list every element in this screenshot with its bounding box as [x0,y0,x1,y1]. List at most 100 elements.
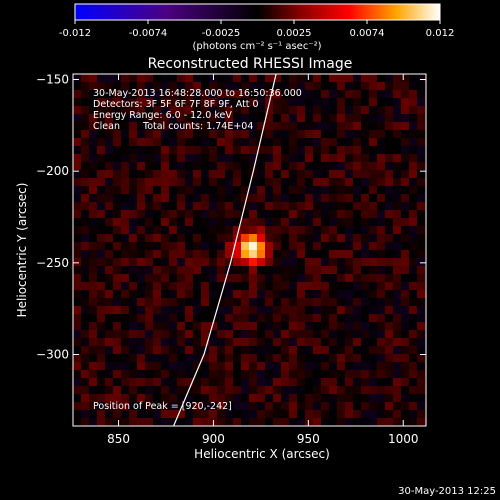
heatmap-cell [201,154,209,162]
heatmap-cell [145,378,153,386]
heatmap-cell [89,194,97,202]
heatmap-cell [385,298,393,306]
heatmap-cell [209,346,217,354]
heatmap-cell [257,354,265,362]
heatmap-cell [73,170,81,178]
heatmap-cell [169,322,177,330]
heatmap-cell [329,298,337,306]
heatmap-cell [401,298,409,306]
heatmap-cell [337,154,345,162]
heatmap-cell [97,106,105,114]
heatmap-cell [161,138,169,146]
heatmap-cell [241,378,249,386]
heatmap-cell [249,138,257,146]
heatmap-cell [329,314,337,322]
heatmap-cell [273,258,281,266]
heatmap-cell [97,218,105,226]
heatmap-cell [177,242,185,250]
heatmap-cell [281,218,289,226]
heatmap-cell [393,218,401,226]
heatmap-cell [233,146,241,154]
heatmap-cell [265,194,273,202]
heatmap-cell [113,298,121,306]
heatmap-cell [161,322,169,330]
heatmap-cell [225,90,233,98]
heatmap-cell [409,410,417,418]
heatmap-cell [217,146,225,154]
heatmap-cell [273,354,281,362]
heatmap-cell [217,394,225,402]
heatmap-cell [113,258,121,266]
heatmap-cell [145,410,153,418]
heatmap-cell [241,90,249,98]
heatmap-cell [105,122,113,130]
heatmap-cell [361,298,369,306]
heatmap-cell [313,290,321,298]
heatmap-cell [401,82,409,90]
heatmap-cell [265,162,273,170]
heatmap-cell [113,330,121,338]
heatmap-cell [361,322,369,330]
heatmap-cell [153,170,161,178]
heatmap-cell [345,234,353,242]
heatmap-cell [137,226,145,234]
heatmap-cell [185,122,193,130]
heatmap-cell [257,290,265,298]
heatmap-cell [153,106,161,114]
heatmap-cell [201,234,209,242]
heatmap-cell [169,410,177,418]
heatmap-cell [409,322,417,330]
heatmap-cell [161,306,169,314]
colorbar-tick-label: 0.0025 [277,28,312,39]
heatmap-cell [129,394,137,402]
heatmap-cell [361,242,369,250]
heatmap-cell [137,82,145,90]
heatmap-cell [289,226,297,234]
heatmap-cell [81,362,89,370]
heatmap-cell [417,130,425,138]
heatmap-cell [73,146,81,154]
heatmap-cell [393,370,401,378]
heatmap-cell [161,146,169,154]
heatmap-cell [81,282,89,290]
heatmap-cell [313,330,321,338]
heatmap-cell [129,162,137,170]
heatmap-cell [105,186,113,194]
heatmap-cell [321,74,329,82]
heatmap-cell [257,106,265,114]
heatmap-cell [329,178,337,186]
heatmap-cell [361,274,369,282]
heatmap-cell [329,170,337,178]
heatmap-cell [201,170,209,178]
heatmap-cell [153,250,161,258]
heatmap-cell [137,378,145,386]
heatmap-cell [401,378,409,386]
heatmap-cell [169,258,177,266]
heatmap-cell [305,378,313,386]
heatmap-cell [161,186,169,194]
heatmap-cell [193,346,201,354]
heatmap-cell [129,138,137,146]
heatmap-cell [129,218,137,226]
heatmap-cell [265,242,273,250]
heatmap-cell [313,338,321,346]
heatmap-cell [385,282,393,290]
heatmap-cell [201,98,209,106]
heatmap-cell [313,98,321,106]
heatmap-cell [289,266,297,274]
heatmap-cell [321,402,329,410]
heatmap-cell [233,218,241,226]
heatmap-cell [417,178,425,186]
heatmap-cell [129,194,137,202]
heatmap-cell [81,202,89,210]
heatmap-cell [73,218,81,226]
heatmap-cell [217,346,225,354]
heatmap-cell [121,154,129,162]
heatmap-cell [297,74,305,82]
heatmap-cell [241,314,249,322]
heatmap-cell [153,178,161,186]
heatmap-cell [345,90,353,98]
heatmap-cell [81,410,89,418]
heatmap-cell [169,274,177,282]
heatmap-cell [97,202,105,210]
